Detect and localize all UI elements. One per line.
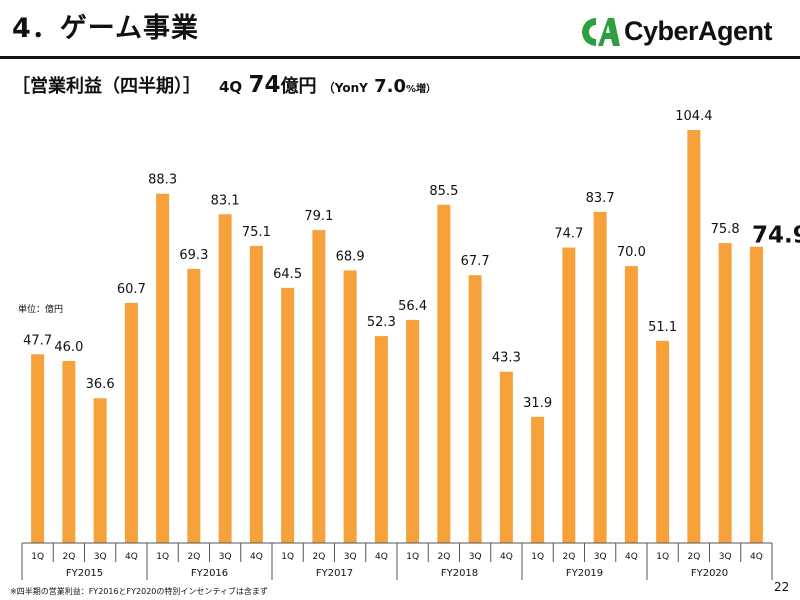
- brand-name: CyberAgent: [624, 16, 773, 46]
- tick-label-9: 1Q: [281, 552, 294, 562]
- group-label-FY2020: FY2020: [691, 568, 728, 579]
- brand-logo: CyberAgent: [574, 12, 794, 54]
- tick-label-17: 1Q: [531, 552, 544, 562]
- tick-label-14: 2Q: [437, 552, 450, 562]
- bar-18: [562, 247, 576, 543]
- data-label-15: 67.7: [461, 254, 490, 269]
- tick-label-3: 3Q: [94, 552, 107, 562]
- data-label-6: 69.3: [179, 248, 208, 263]
- bar-14: [437, 204, 451, 543]
- data-label-20: 70.0: [617, 245, 646, 260]
- data-label-9: 64.5: [273, 267, 302, 282]
- data-label-13: 56.4: [398, 299, 427, 314]
- tick-label-22: 2Q: [687, 552, 700, 562]
- data-label-7: 83.1: [211, 193, 240, 208]
- subtitle-label: ［営業利益（四半期）］: [12, 76, 201, 97]
- bar-13: [406, 319, 420, 543]
- data-label-5: 88.3: [148, 173, 177, 188]
- bar-3: [93, 398, 107, 543]
- tick-label-21: 1Q: [656, 552, 669, 562]
- data-label-4: 60.7: [117, 282, 146, 297]
- bar-22: [687, 130, 701, 543]
- tick-label-18: 2Q: [562, 552, 575, 562]
- tick-label-16: 4Q: [500, 552, 513, 562]
- tick-label-1: 1Q: [31, 552, 44, 562]
- tick-label-15: 3Q: [469, 552, 482, 562]
- footnote: ※四半期の営業利益：FY2016とFY2020の特別インセンティブは含まず: [10, 587, 268, 596]
- data-label-21: 51.1: [648, 320, 677, 335]
- bar-20: [624, 266, 638, 543]
- tick-label-8: 4Q: [250, 552, 263, 562]
- group-label-FY2018: FY2018: [441, 568, 478, 579]
- bar-8: [249, 245, 263, 543]
- tick-label-23: 3Q: [719, 552, 732, 562]
- data-label-10: 79.1: [304, 209, 333, 224]
- data-label-11: 68.9: [336, 249, 365, 264]
- subtitle-yoy-close: %増）: [406, 84, 437, 95]
- bar-23: [718, 243, 732, 544]
- group-label-FY2019: FY2019: [566, 568, 603, 579]
- data-label-3: 36.6: [86, 377, 115, 392]
- subtitle-value: 74: [248, 72, 281, 98]
- data-label-23: 75.8: [711, 222, 740, 237]
- bar-15: [468, 275, 482, 543]
- bar-24: [749, 246, 763, 543]
- bar-19: [593, 211, 607, 543]
- data-label-2: 46.0: [54, 340, 83, 355]
- bar-16: [499, 371, 513, 543]
- data-label-18: 74.7: [554, 226, 583, 241]
- tick-label-11: 3Q: [344, 552, 357, 562]
- data-label-16: 43.3: [492, 351, 521, 366]
- tick-label-4: 4Q: [125, 552, 138, 562]
- data-label-1: 47.7: [23, 333, 52, 348]
- data-label-24: 74.9: [752, 223, 800, 249]
- page-number: 22: [774, 580, 790, 594]
- tick-label-10: 2Q: [312, 552, 325, 562]
- tick-label-7: 3Q: [219, 552, 232, 562]
- page-title: 4．ゲーム事業: [12, 13, 199, 44]
- bar-17: [531, 416, 545, 543]
- data-label-12: 52.3: [367, 315, 396, 330]
- subtitle-yoy-open: （YonY: [322, 81, 368, 95]
- data-label-19: 83.7: [586, 191, 615, 206]
- unit-note: 単位：億円: [18, 305, 64, 315]
- subtitle-quarter: 4Q: [219, 78, 243, 96]
- subtitle-yoy-value: 7.0: [374, 76, 407, 97]
- subtitle-unit: 億円: [280, 76, 317, 97]
- group-label-FY2015: FY2015: [66, 568, 103, 579]
- bar-10: [312, 230, 326, 543]
- bar-12: [374, 336, 388, 543]
- tick-label-12: 4Q: [375, 552, 388, 562]
- data-label-8: 75.1: [242, 225, 271, 240]
- bar-9: [281, 287, 295, 543]
- title-divider: [0, 56, 800, 59]
- cyberagent-logo-icon: [582, 18, 620, 46]
- bar-5: [156, 193, 170, 543]
- tick-label-5: 1Q: [156, 552, 169, 562]
- tick-label-6: 2Q: [187, 552, 200, 562]
- data-label-17: 31.9: [523, 396, 552, 411]
- bar-21: [656, 340, 670, 543]
- bar-11: [343, 270, 357, 543]
- tick-label-20: 4Q: [625, 552, 638, 562]
- group-label-FY2017: FY2017: [316, 568, 353, 579]
- bar-7: [218, 214, 232, 544]
- tick-label-2: 2Q: [62, 552, 75, 562]
- bar-6: [187, 268, 201, 543]
- tick-label-13: 1Q: [406, 552, 419, 562]
- bar-4: [124, 302, 138, 543]
- bar-1: [31, 354, 45, 543]
- tick-label-24: 4Q: [750, 552, 763, 562]
- tick-label-19: 3Q: [594, 552, 607, 562]
- chart-subtitle: ［営業利益（四半期）］ 4Q 74億円 （YonY 7.0%増）: [12, 72, 436, 98]
- data-label-14: 85.5: [429, 184, 458, 199]
- group-label-FY2016: FY2016: [191, 568, 228, 579]
- bar-2: [62, 361, 76, 543]
- data-label-22: 104.4: [675, 109, 712, 124]
